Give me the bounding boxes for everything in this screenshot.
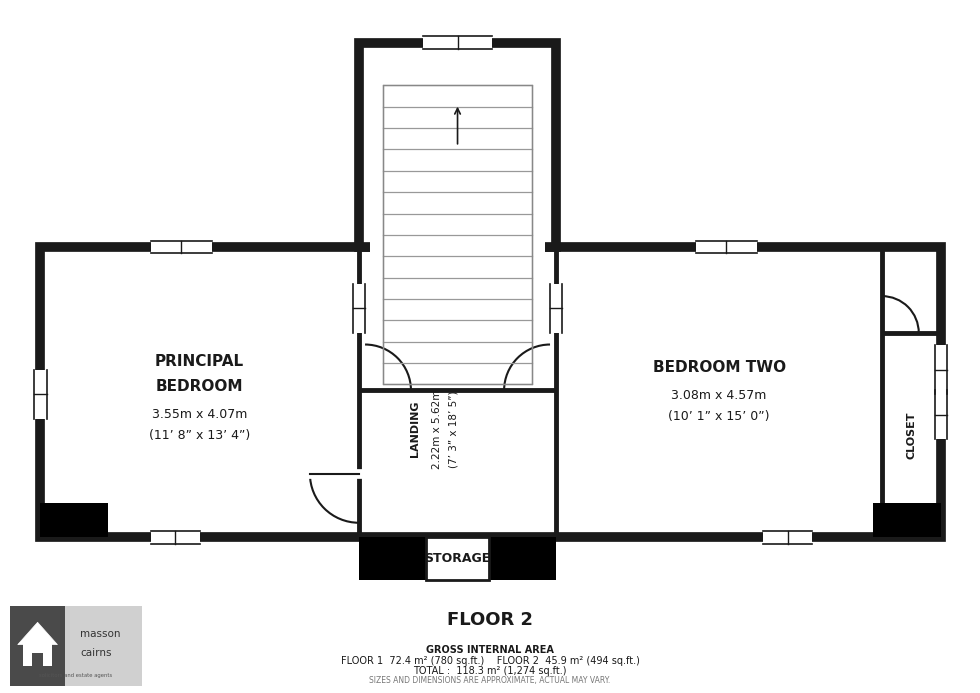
Bar [426, 538, 489, 580]
Text: TOTAL :  118.3 m² (1,274 sq.ft.): TOTAL : 118.3 m² (1,274 sq.ft.) [414, 666, 566, 676]
Bar [383, 85, 531, 385]
Text: 3.08m x 4.57m: 3.08m x 4.57m [671, 389, 766, 403]
Bar [151, 532, 200, 543]
Bar [359, 538, 426, 580]
Bar [66, 606, 142, 686]
Bar [151, 241, 212, 253]
Text: STORAGE: STORAGE [424, 552, 491, 565]
Bar [383, 85, 531, 385]
Text: (7’ 3” x 18’ 5”): (7’ 3” x 18’ 5”) [449, 390, 459, 468]
Bar [873, 503, 941, 538]
Bar [359, 42, 557, 247]
Bar [426, 538, 489, 580]
Bar [489, 538, 557, 580]
Text: SIZES AND DIMENSIONS ARE APPROXIMATE, ACTUAL MAY VARY.: SIZES AND DIMENSIONS ARE APPROXIMATE, AC… [369, 676, 611, 685]
Bar [935, 345, 947, 394]
Text: PRINCIPAL: PRINCIPAL [155, 354, 244, 369]
Text: solicitors and estate agents: solicitors and estate agents [39, 673, 113, 678]
Text: cairns: cairns [80, 647, 112, 658]
Text: (11’ 8” x 13’ 4”): (11’ 8” x 13’ 4”) [149, 429, 250, 441]
Bar [935, 390, 947, 439]
Bar [423, 37, 492, 49]
Text: FLOOR 2: FLOOR 2 [447, 611, 533, 629]
Text: masson: masson [80, 629, 121, 639]
Text: FLOOR 1  72.4 m² (780 sq.ft.)    FLOOR 2  45.9 m² (494 sq.ft.): FLOOR 1 72.4 m² (780 sq.ft.) FLOOR 2 45.… [341, 656, 639, 666]
Text: 3.55m x 4.07m: 3.55m x 4.07m [152, 408, 247, 421]
Bar [23, 644, 52, 666]
Bar [370, 236, 545, 258]
Bar [696, 241, 757, 253]
Bar [550, 284, 563, 333]
Text: GROSS INTERNAL AREA: GROSS INTERNAL AREA [426, 645, 554, 655]
Polygon shape [18, 622, 58, 644]
Bar [32, 653, 43, 666]
Bar [353, 284, 365, 333]
Text: 2.22m x 5.62m: 2.22m x 5.62m [432, 389, 442, 468]
Text: BEDROOM: BEDROOM [156, 378, 243, 394]
Text: CLOSET: CLOSET [906, 412, 916, 459]
Text: (10’ 1” x 15’ 0”): (10’ 1” x 15’ 0”) [668, 410, 770, 423]
Bar [763, 532, 812, 543]
Bar [34, 369, 46, 419]
Text: BEDROOM TWO: BEDROOM TWO [653, 360, 786, 376]
Bar [10, 606, 66, 686]
Bar [40, 247, 941, 538]
Text: LANDING: LANDING [410, 401, 419, 457]
Bar [40, 503, 108, 538]
